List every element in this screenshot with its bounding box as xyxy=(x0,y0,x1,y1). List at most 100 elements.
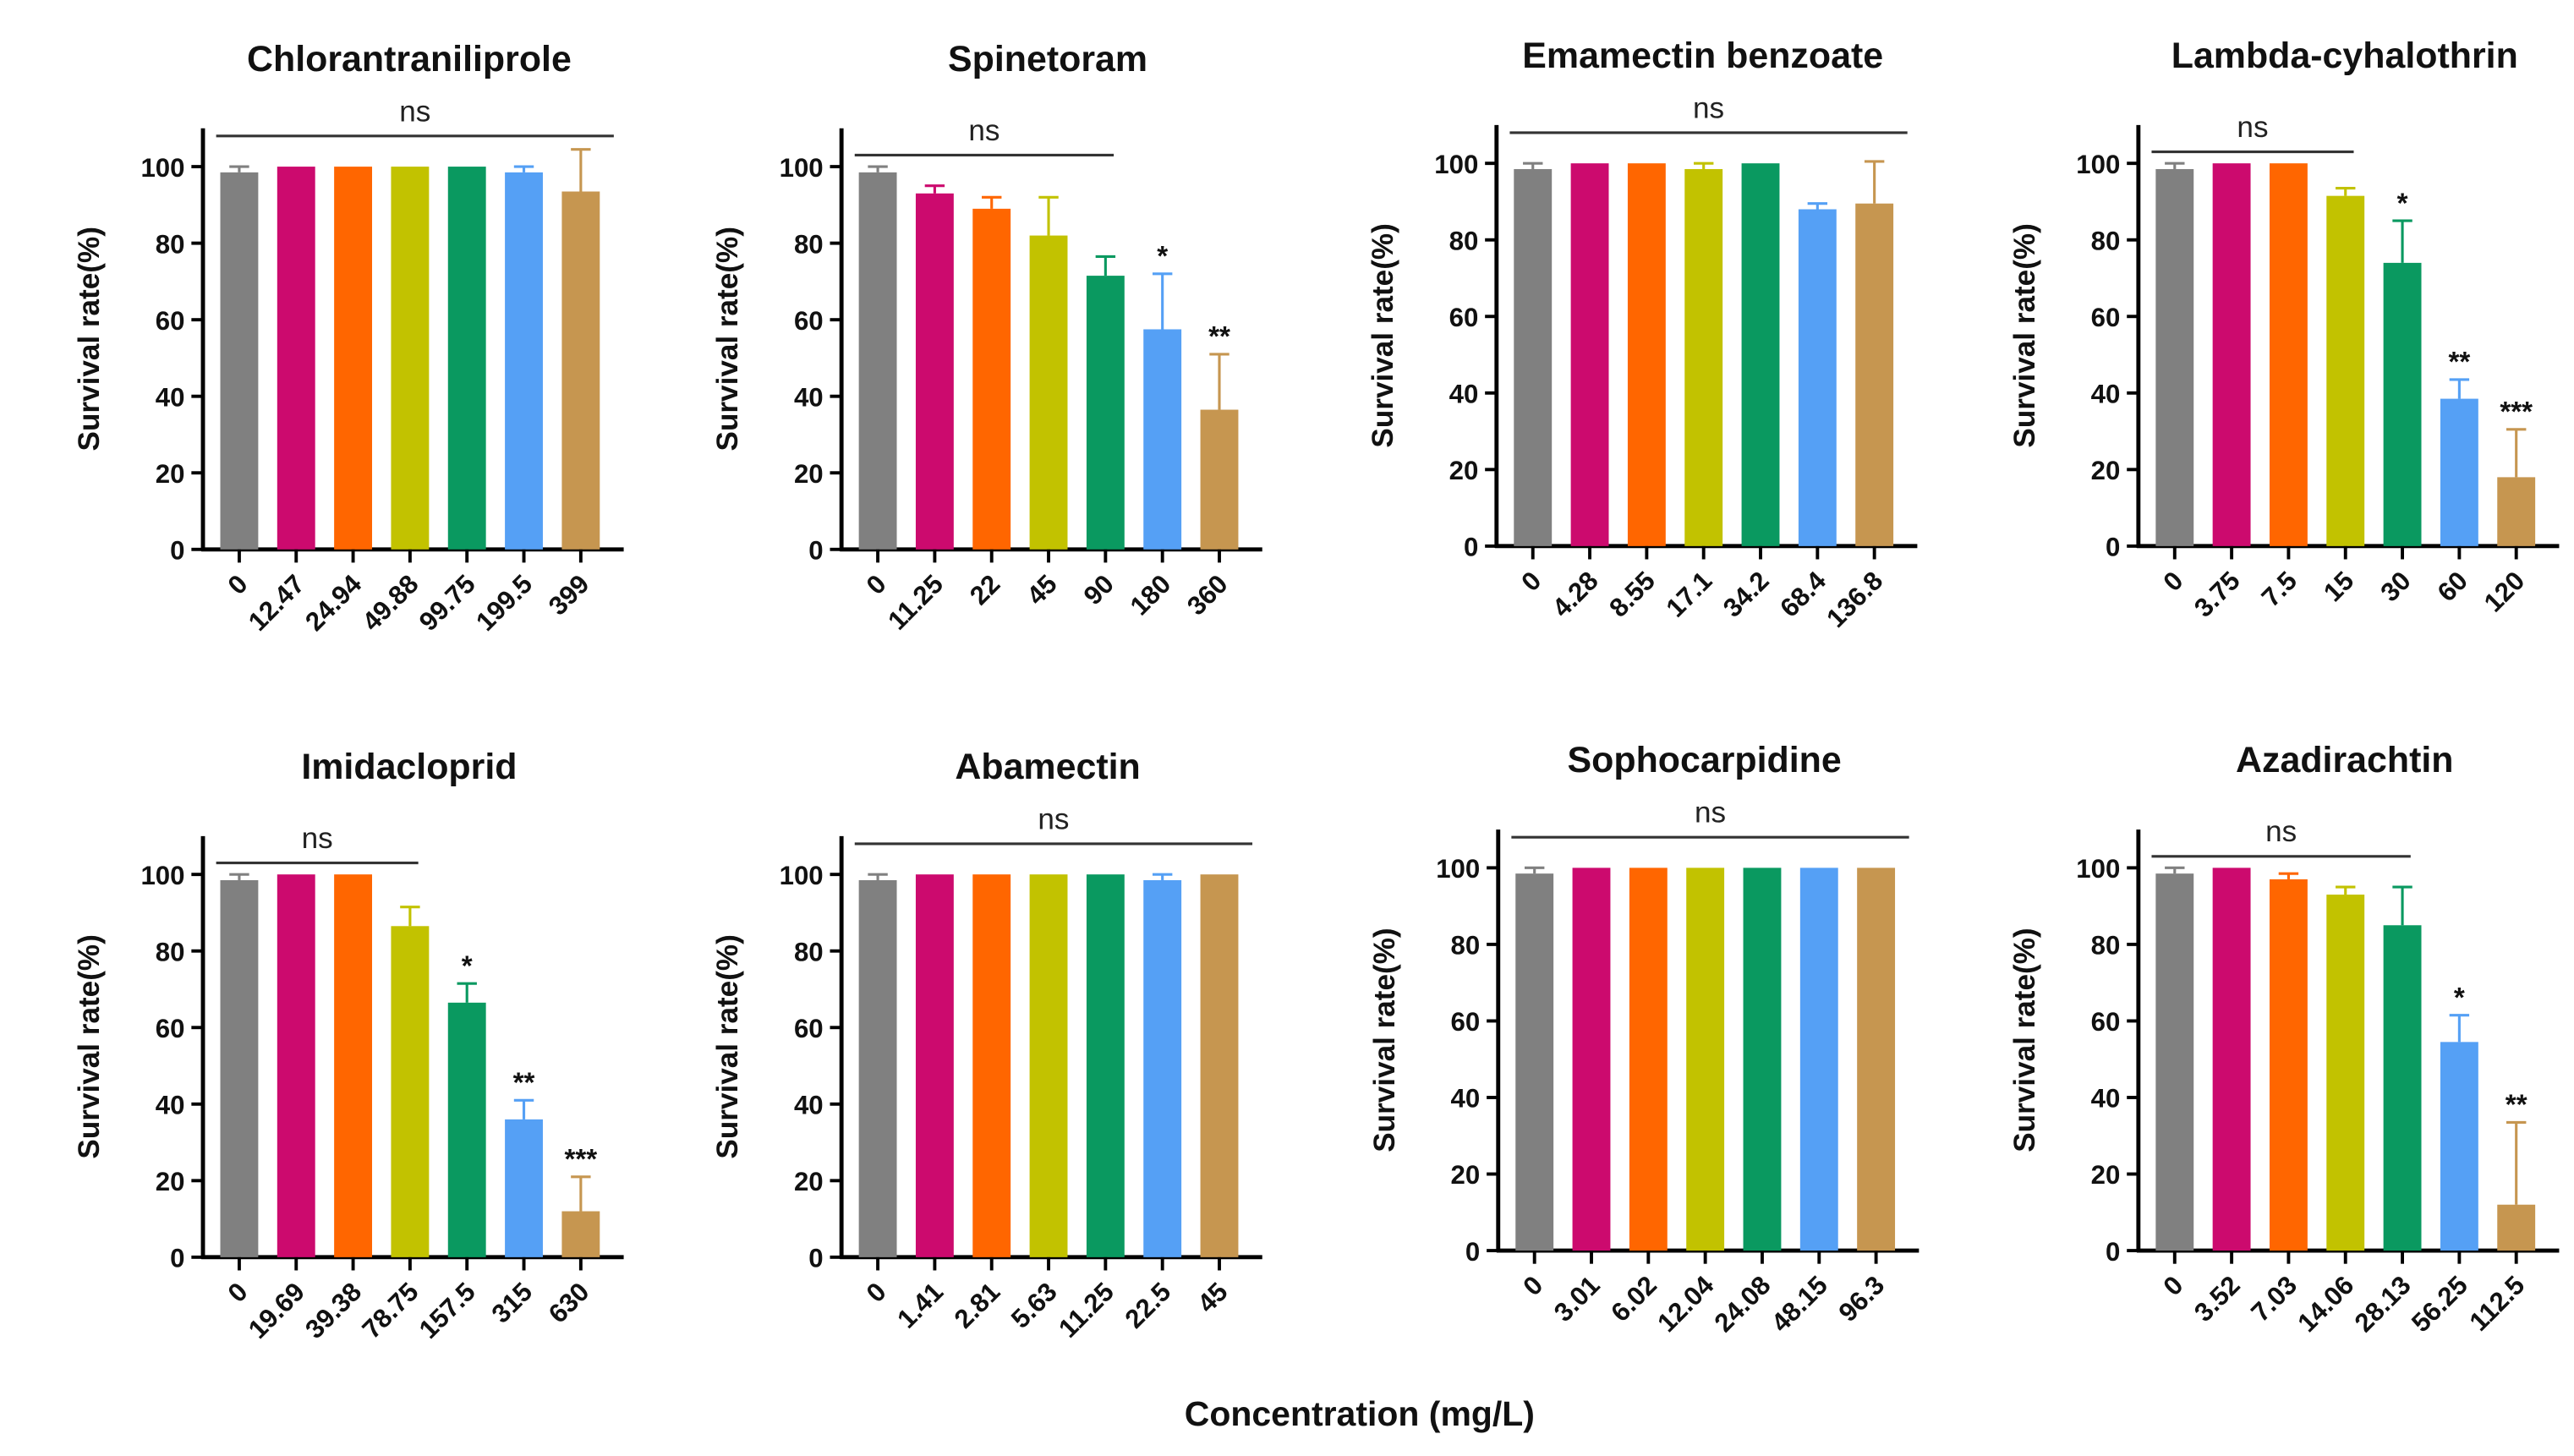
bar xyxy=(1514,168,1553,546)
ns-label: ns xyxy=(1693,91,1724,124)
x-tick-label: 30 xyxy=(2374,566,2416,607)
y-tick-label: 0 xyxy=(1465,1237,1480,1267)
y-tick-label: 0 xyxy=(2106,533,2120,562)
x-tick-label: 24.08 xyxy=(1709,1270,1777,1338)
y-tick-label: 0 xyxy=(170,535,184,565)
y-tick-label: 20 xyxy=(1449,456,1479,485)
bar xyxy=(561,1211,600,1257)
bar xyxy=(391,167,430,550)
y-tick-label: 80 xyxy=(156,937,185,966)
y-tick-label: 80 xyxy=(1449,226,1479,255)
bar xyxy=(1143,879,1182,1257)
y-tick-label: 100 xyxy=(780,861,824,890)
bar xyxy=(915,193,954,550)
bar xyxy=(1515,873,1554,1251)
ns-label: ns xyxy=(2265,815,2297,848)
x-tick-label: 7.5 xyxy=(2256,566,2303,612)
panel-title: Sophocarpidine xyxy=(1568,740,1842,780)
y-tick-label: 20 xyxy=(794,1167,824,1196)
x-tick-label: 12.04 xyxy=(1651,1270,1719,1338)
y-tick-label: 20 xyxy=(794,459,824,489)
bar xyxy=(1627,163,1666,546)
y-tick-label: 80 xyxy=(156,229,185,259)
y-tick-label: 0 xyxy=(808,535,823,565)
y-tick-label: 100 xyxy=(140,153,184,183)
y-tick-label: 0 xyxy=(2106,1237,2120,1267)
bar xyxy=(1572,868,1611,1251)
bar xyxy=(505,1119,543,1257)
x-tick-label: 136.8 xyxy=(1821,566,1888,633)
y-tick-label: 40 xyxy=(794,1091,824,1120)
x-tick-label: 11.25 xyxy=(882,569,949,636)
y-tick-label: 0 xyxy=(1464,533,1478,562)
panel-title: Lambda-cyhalothrin xyxy=(2171,36,2518,76)
panel-chlorantraniliprole: Chlorantraniliprole 0 20 40 60 80 100 Survival … xyxy=(73,39,624,637)
bar xyxy=(2497,477,2536,546)
bar xyxy=(220,172,259,550)
significance-marker: *** xyxy=(564,1144,597,1175)
bar xyxy=(1855,203,1894,546)
bar xyxy=(334,874,373,1257)
x-tick-label: 78.75 xyxy=(357,1277,424,1344)
x-tick-label: 48.15 xyxy=(1766,1270,1833,1338)
panel-title: Chlorantraniliprole xyxy=(247,39,572,79)
y-tick-label: 0 xyxy=(170,1244,184,1273)
bar xyxy=(2440,1042,2478,1251)
y-tick-label: 100 xyxy=(140,861,184,890)
y-tick-label: 60 xyxy=(794,1014,824,1043)
bar xyxy=(277,167,315,550)
bar xyxy=(1629,868,1668,1251)
y-tick-label: 80 xyxy=(794,937,824,966)
significance-marker: *** xyxy=(2500,397,2533,428)
bar xyxy=(2326,195,2365,546)
significance-marker: ** xyxy=(1208,321,1230,353)
bar xyxy=(1029,235,1068,550)
panel-lambda-cyhalothrin: Lambda-cyhalothrin 0 20 40 60 80 100 Survival r… xyxy=(2008,36,2560,623)
y-tick-label: 40 xyxy=(2091,1084,2121,1114)
x-tick-label: 0 xyxy=(2157,1270,2188,1301)
bar xyxy=(1029,874,1068,1257)
x-tick-label: 0 xyxy=(1517,1270,1548,1301)
x-tick-label: 39.38 xyxy=(299,1277,367,1344)
bar xyxy=(972,874,1011,1257)
bar xyxy=(1200,874,1239,1257)
bar xyxy=(2326,895,2365,1251)
y-tick-label: 0 xyxy=(808,1244,823,1273)
significance-marker: ** xyxy=(513,1068,535,1099)
bar xyxy=(2440,398,2478,546)
bar xyxy=(972,208,1011,550)
x-tick-label: 3.75 xyxy=(2188,566,2246,623)
y-tick-label: 60 xyxy=(2091,1007,2121,1037)
x-tick-label: 24.94 xyxy=(299,568,367,636)
ns-label: ns xyxy=(302,822,333,855)
panel-title: Imidacloprid xyxy=(301,747,517,787)
x-tick-label: 22.5 xyxy=(1120,1277,1177,1334)
bar xyxy=(220,879,259,1257)
x-tick-label: 3.01 xyxy=(1548,1270,1606,1327)
y-tick-label: 80 xyxy=(794,229,824,259)
x-tick-label: 180 xyxy=(1125,569,1177,621)
y-tick-label: 100 xyxy=(1436,854,1480,884)
x-tick-label: 0 xyxy=(861,1277,892,1308)
bar xyxy=(277,874,315,1257)
y-tick-label: 100 xyxy=(2076,854,2120,884)
significance-marker: * xyxy=(2397,188,2408,219)
x-tick-label: 11.25 xyxy=(1053,1277,1120,1344)
bar xyxy=(1200,409,1239,550)
y-axis-label: Survival rate(%) xyxy=(711,934,744,1158)
y-axis-label: Survival rate(%) xyxy=(711,227,744,451)
bar xyxy=(1086,276,1125,550)
bar xyxy=(1570,163,1609,546)
significance-marker: * xyxy=(2454,983,2465,1014)
x-tick-label: 4.28 xyxy=(1547,566,1604,623)
bar xyxy=(2269,163,2308,546)
bar xyxy=(447,167,486,550)
y-tick-label: 20 xyxy=(1451,1160,1481,1190)
x-tick-label: 360 xyxy=(1181,569,1234,621)
bar xyxy=(561,191,600,550)
bar xyxy=(1857,868,1896,1251)
ns-label: ns xyxy=(1695,796,1726,829)
bar xyxy=(1798,209,1837,546)
x-tick-label: 19.69 xyxy=(243,1277,310,1344)
